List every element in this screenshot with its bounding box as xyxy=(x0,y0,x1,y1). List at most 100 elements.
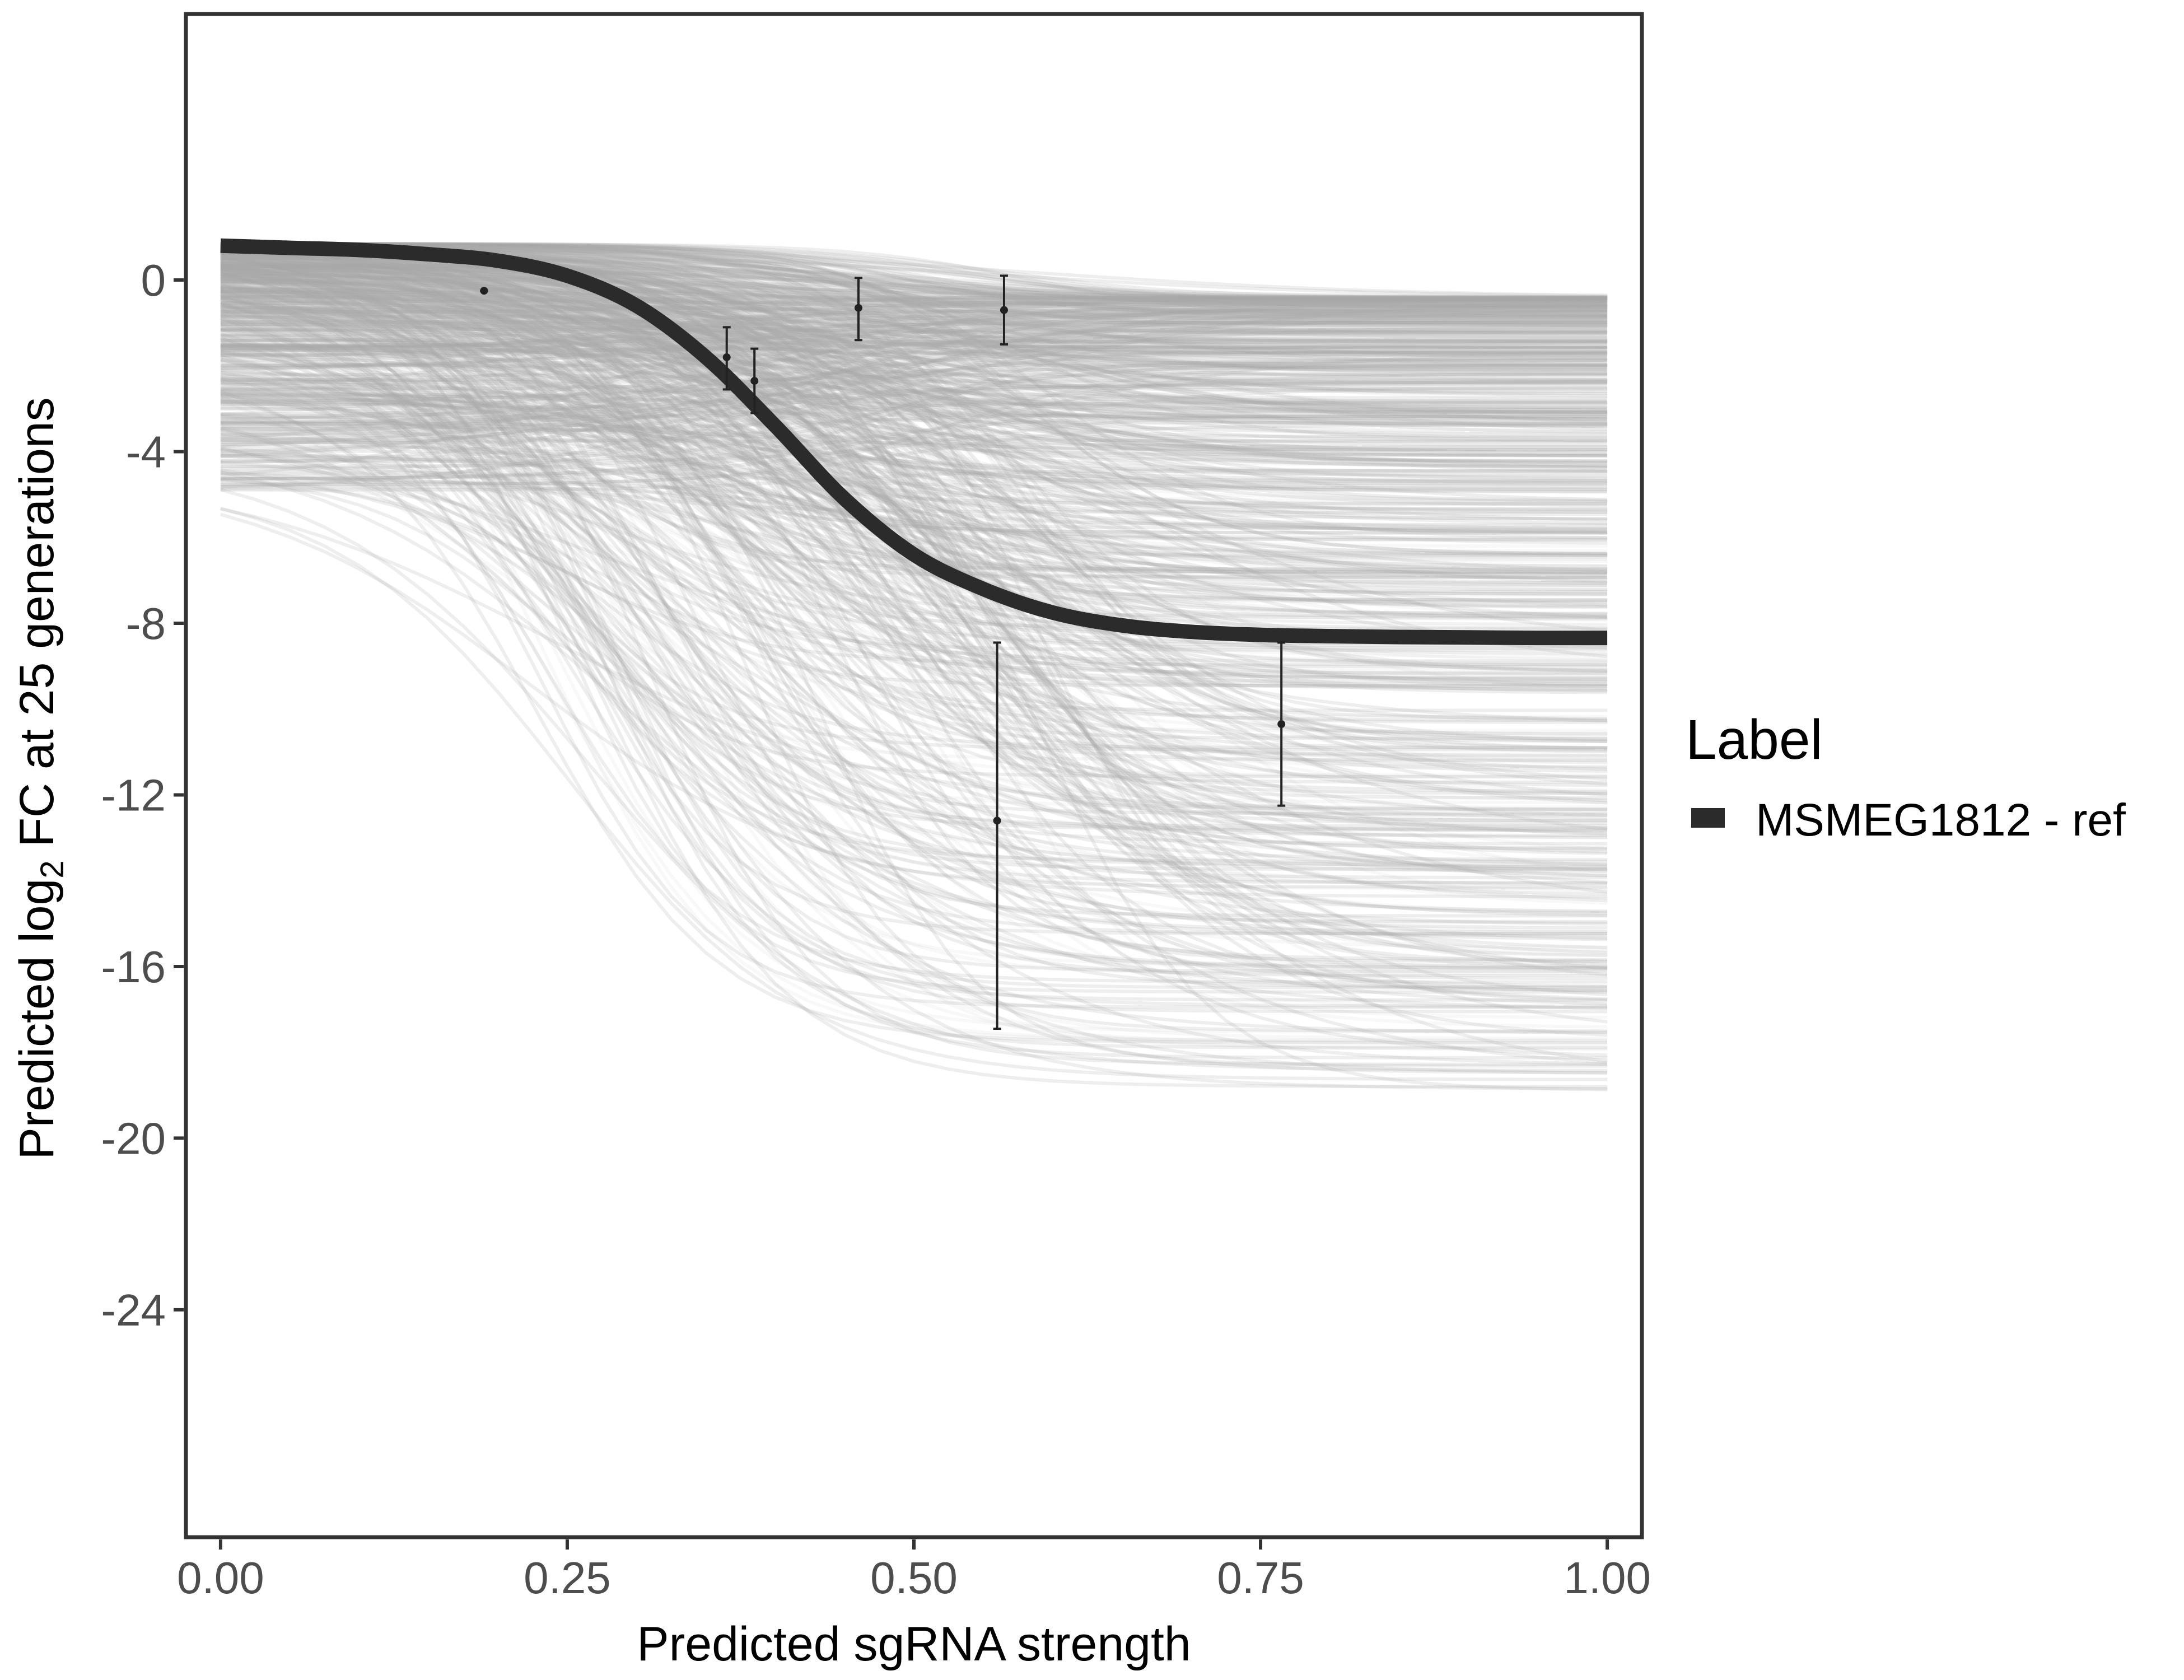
draw-line xyxy=(220,245,1608,530)
draw-line xyxy=(220,406,1608,773)
draw-line xyxy=(220,507,1608,1081)
draw-line xyxy=(220,350,1608,429)
draw-line xyxy=(220,256,1608,656)
draw-line xyxy=(220,338,1608,349)
draw-line xyxy=(220,321,1608,357)
draw-line xyxy=(220,290,1608,382)
y-axis-title-prefix: Predicted log xyxy=(10,879,64,1160)
draw-line xyxy=(220,328,1608,1089)
draw-line xyxy=(220,311,1608,357)
draw-line xyxy=(220,249,1608,528)
draw-line xyxy=(220,242,1608,349)
draw-line xyxy=(220,344,1608,535)
draw-line xyxy=(220,273,1608,301)
draw-line xyxy=(220,296,1608,805)
draw-line xyxy=(220,250,1608,620)
draw-line xyxy=(220,316,1608,941)
draw-line xyxy=(220,245,1608,977)
draw-line xyxy=(220,288,1608,553)
draw-line xyxy=(220,305,1608,797)
draw-line xyxy=(220,244,1608,732)
y-axis-title-subscript: 2 xyxy=(34,860,71,878)
draw-line xyxy=(220,302,1608,491)
draw-line xyxy=(220,254,1608,831)
draw-line xyxy=(220,242,1608,548)
draw-line xyxy=(220,299,1608,314)
draw-line xyxy=(220,250,1608,784)
draw-line xyxy=(220,284,1608,1051)
draw-line xyxy=(220,301,1608,338)
draw-line xyxy=(220,344,1608,556)
draw-line xyxy=(220,389,1608,950)
y-axis-title-suffix: FC at 25 generations xyxy=(10,397,64,860)
legend-key xyxy=(1691,808,1725,828)
draw-line xyxy=(220,263,1608,303)
draw-line xyxy=(220,259,1608,809)
draw-line xyxy=(220,390,1608,678)
draw-line xyxy=(220,266,1608,333)
draw-line xyxy=(220,412,1608,467)
draw-line xyxy=(220,307,1608,357)
draw-line xyxy=(220,274,1608,786)
draw-line xyxy=(220,286,1608,854)
draw-line xyxy=(220,306,1608,441)
y-tick-label: -4 xyxy=(126,427,166,477)
draw-line xyxy=(220,269,1608,329)
draw-line xyxy=(220,254,1608,308)
draw-line xyxy=(220,331,1608,352)
draw-line xyxy=(220,254,1608,307)
draw-line xyxy=(220,296,1608,463)
draw-line xyxy=(220,286,1608,750)
draw-line xyxy=(220,486,1608,618)
draw-line xyxy=(220,353,1608,488)
draw-line xyxy=(220,246,1608,962)
draw-line xyxy=(220,303,1608,863)
draw-line xyxy=(220,418,1608,813)
draw-line xyxy=(220,480,1608,557)
draw-line xyxy=(220,266,1608,663)
draw-line xyxy=(220,244,1608,325)
draw-line xyxy=(220,259,1608,687)
draw-line xyxy=(220,277,1608,885)
draw-line xyxy=(220,275,1608,1001)
draw-line xyxy=(220,381,1608,1042)
draw-line xyxy=(220,314,1608,371)
draw-line xyxy=(220,241,1608,313)
draw-line xyxy=(220,348,1608,1091)
draw-line xyxy=(220,284,1608,522)
draw-line xyxy=(220,380,1608,487)
draw-line xyxy=(220,277,1608,992)
draw-line xyxy=(220,255,1608,736)
draw-line xyxy=(220,256,1608,571)
draw-line xyxy=(220,341,1608,454)
draw-line xyxy=(220,332,1608,1008)
draw-line xyxy=(220,313,1608,802)
draw-line xyxy=(220,288,1608,989)
draw-line xyxy=(220,300,1608,488)
draw-line xyxy=(220,302,1608,866)
draw-line xyxy=(220,422,1608,616)
draw-line xyxy=(220,272,1608,871)
draw-line xyxy=(220,290,1608,398)
draw-line xyxy=(220,242,1608,366)
draw-line xyxy=(220,273,1608,457)
draw-line xyxy=(220,306,1608,676)
draw-line xyxy=(220,327,1608,396)
draw-line xyxy=(220,305,1608,424)
draw-line xyxy=(220,260,1608,918)
draw-line xyxy=(220,243,1608,317)
draw-line xyxy=(220,272,1608,306)
draw-line xyxy=(220,294,1608,504)
draw-line xyxy=(220,477,1608,778)
draw-line xyxy=(220,242,1608,328)
draw-line xyxy=(220,303,1608,1065)
draw-line xyxy=(220,317,1608,342)
draw-line xyxy=(220,267,1608,936)
draw-line xyxy=(220,280,1608,309)
draw-line xyxy=(220,277,1608,686)
draw-line xyxy=(220,284,1608,902)
draw-line xyxy=(220,301,1608,421)
draw-line xyxy=(220,274,1608,954)
draw-line xyxy=(220,261,1608,647)
draw-line xyxy=(220,259,1608,579)
